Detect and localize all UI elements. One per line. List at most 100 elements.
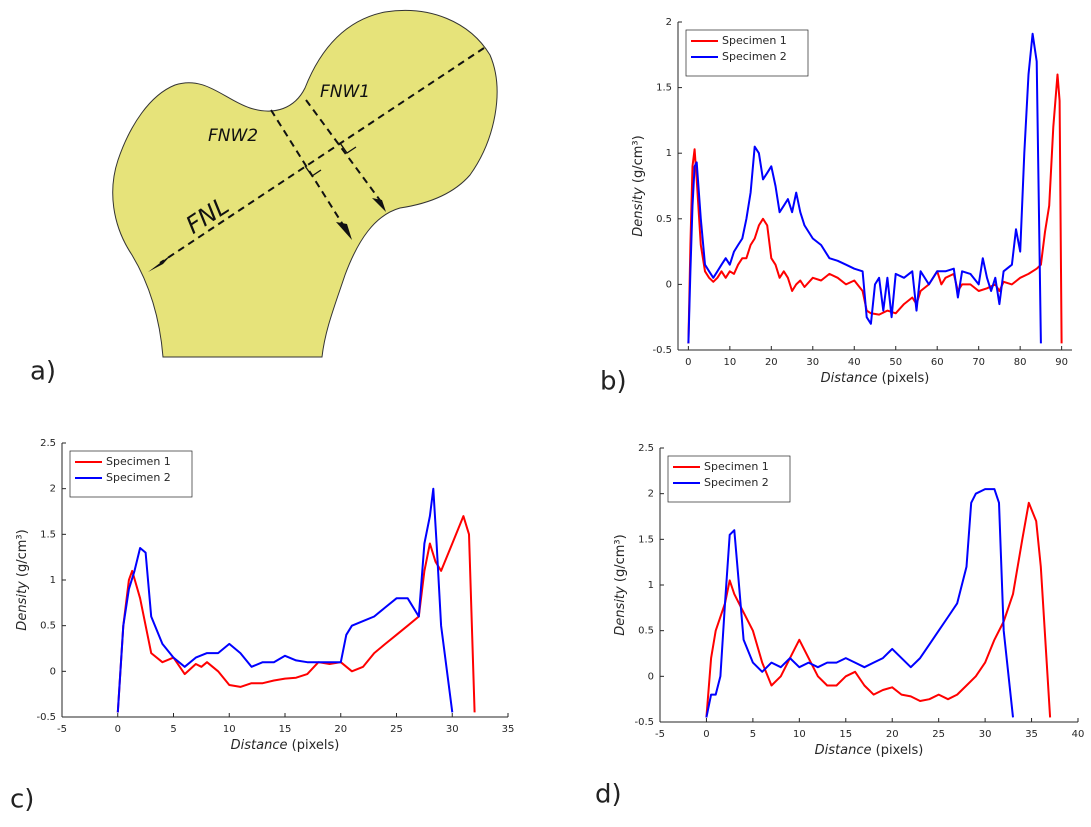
y-tick-label: 2 [648, 489, 654, 500]
x-axis-name: Distance [231, 738, 288, 753]
y-axis-unit: (g/cm³) [631, 135, 646, 183]
x-axis-name: Distance [821, 371, 878, 386]
y-tick-label: 1.5 [40, 529, 56, 540]
x-tick-label: 50 [889, 357, 902, 368]
y-tick-label: -0.5 [652, 345, 672, 356]
femur-shape [112, 9, 498, 358]
x-axis-unit: (pixels) [876, 743, 924, 758]
data-line [705, 501, 1052, 718]
x-tick-label: 35 [1025, 729, 1038, 740]
y-axis-label: Density (g/cm³) [613, 534, 628, 635]
x-tick-label: 90 [1055, 357, 1068, 368]
y-tick-label: 1 [648, 580, 654, 591]
x-tick-label: 80 [1014, 357, 1027, 368]
legend-box [667, 455, 791, 503]
y-axis-name: Density [15, 581, 30, 631]
y-tick-label: 0.5 [638, 626, 654, 637]
x-axis-unit: (pixels) [882, 371, 930, 386]
legend-label: Specimen 2 [722, 50, 787, 63]
y-tick-label: -0.5 [36, 712, 56, 723]
y-tick-label: 0 [648, 671, 654, 682]
panel-label: c) [10, 785, 34, 815]
panel-label: b) [600, 367, 627, 397]
x-tick-label: 25 [932, 729, 945, 740]
legend-label: Specimen 2 [704, 476, 769, 489]
y-tick-label: 1 [50, 575, 56, 586]
x-tick-label: 15 [279, 724, 292, 735]
panel-label: a) [30, 357, 56, 387]
x-tick-label: 10 [723, 357, 736, 368]
fnl-line [159, 47, 485, 264]
y-tick-label: 1.5 [638, 534, 654, 545]
y-axis-label: Density (g/cm³) [631, 135, 646, 236]
legend-box [685, 29, 809, 77]
x-tick-label: 10 [223, 724, 236, 735]
x-tick-label: -5 [57, 724, 67, 735]
x-tick-label: 60 [931, 357, 944, 368]
x-tick-label: 40 [848, 357, 861, 368]
femur-diagram: FNW1 FNW2 FNL a) [30, 9, 498, 387]
x-tick-label: 10 [793, 729, 806, 740]
y-tick-label: 0.5 [40, 621, 56, 632]
x-tick-label: 30 [979, 729, 992, 740]
y-tick-label: 2.5 [40, 438, 56, 449]
legend-box [69, 450, 193, 498]
x-tick-label: 5 [170, 724, 176, 735]
y-tick-label: 0 [50, 666, 56, 677]
data-line [687, 73, 1063, 344]
y-axis-name: Density [631, 187, 646, 237]
x-tick-label: 5 [750, 729, 756, 740]
y-tick-label: 0 [666, 279, 672, 290]
fnw2-arrowhead [336, 222, 352, 240]
y-tick-label: 0.5 [656, 214, 672, 225]
x-axis-unit: (pixels) [292, 738, 340, 753]
y-axis-name: Density [613, 586, 628, 636]
x-tick-label: 35 [502, 724, 515, 735]
x-axis-label: Distance (pixels) [231, 738, 340, 753]
x-tick-label: 70 [972, 357, 985, 368]
fnw1-label: FNW1 [320, 82, 370, 102]
x-tick-label: -5 [655, 729, 665, 740]
fnw1-line [305, 99, 383, 204]
y-tick-label: 1 [666, 148, 672, 159]
x-axis-label: Distance (pixels) [821, 371, 930, 386]
x-tick-label: 20 [765, 357, 778, 368]
y-tick-label: 1.5 [656, 83, 672, 94]
right-angle [339, 142, 357, 154]
x-axis-name: Distance [815, 743, 872, 758]
legend-label: Specimen 1 [704, 460, 769, 473]
x-tick-label: 40 [1072, 729, 1085, 740]
right-angle [304, 165, 322, 177]
data-line [687, 32, 1042, 344]
y-axis-label: Density (g/cm³) [15, 529, 30, 630]
data-line [116, 515, 476, 713]
legend-label: Specimen 2 [106, 471, 171, 484]
y-tick-label: -0.5 [634, 717, 654, 728]
x-tick-label: 25 [390, 724, 403, 735]
x-tick-label: 20 [334, 724, 347, 735]
fnw2-label: FNW2 [208, 126, 258, 146]
y-axis-unit: (g/cm³) [15, 529, 30, 577]
chart-panel: -0.500.511.520 10 20 30 40 50 60 70 80 90Distance… [600, 17, 1072, 397]
fnl-arrowhead [148, 254, 172, 272]
y-tick-label: 2.5 [638, 443, 654, 454]
y-tick-label: 2 [666, 17, 672, 28]
x-tick-label: 0 [115, 724, 121, 735]
fnw1-arrowhead [372, 198, 386, 212]
legend-label: Specimen 1 [106, 455, 171, 468]
x-axis-label: Distance (pixels) [815, 743, 924, 758]
y-tick-label: 2 [50, 484, 56, 495]
y-axis-unit: (g/cm³) [613, 534, 628, 582]
x-tick-label: 15 [839, 729, 852, 740]
x-tick-label: 0 [685, 357, 691, 368]
x-tick-label: 30 [446, 724, 459, 735]
x-tick-label: 20 [886, 729, 899, 740]
x-tick-label: 30 [806, 357, 819, 368]
data-line [116, 487, 454, 713]
chart-panel: -0.5 0 0.5 1 1.5 2 2.5 -5 0 5 10 15 20 25 30 35 40 Distan… [595, 443, 1084, 810]
measure-lines [159, 47, 485, 264]
x-tick-label: 0 [703, 729, 709, 740]
data-line [705, 488, 1014, 718]
